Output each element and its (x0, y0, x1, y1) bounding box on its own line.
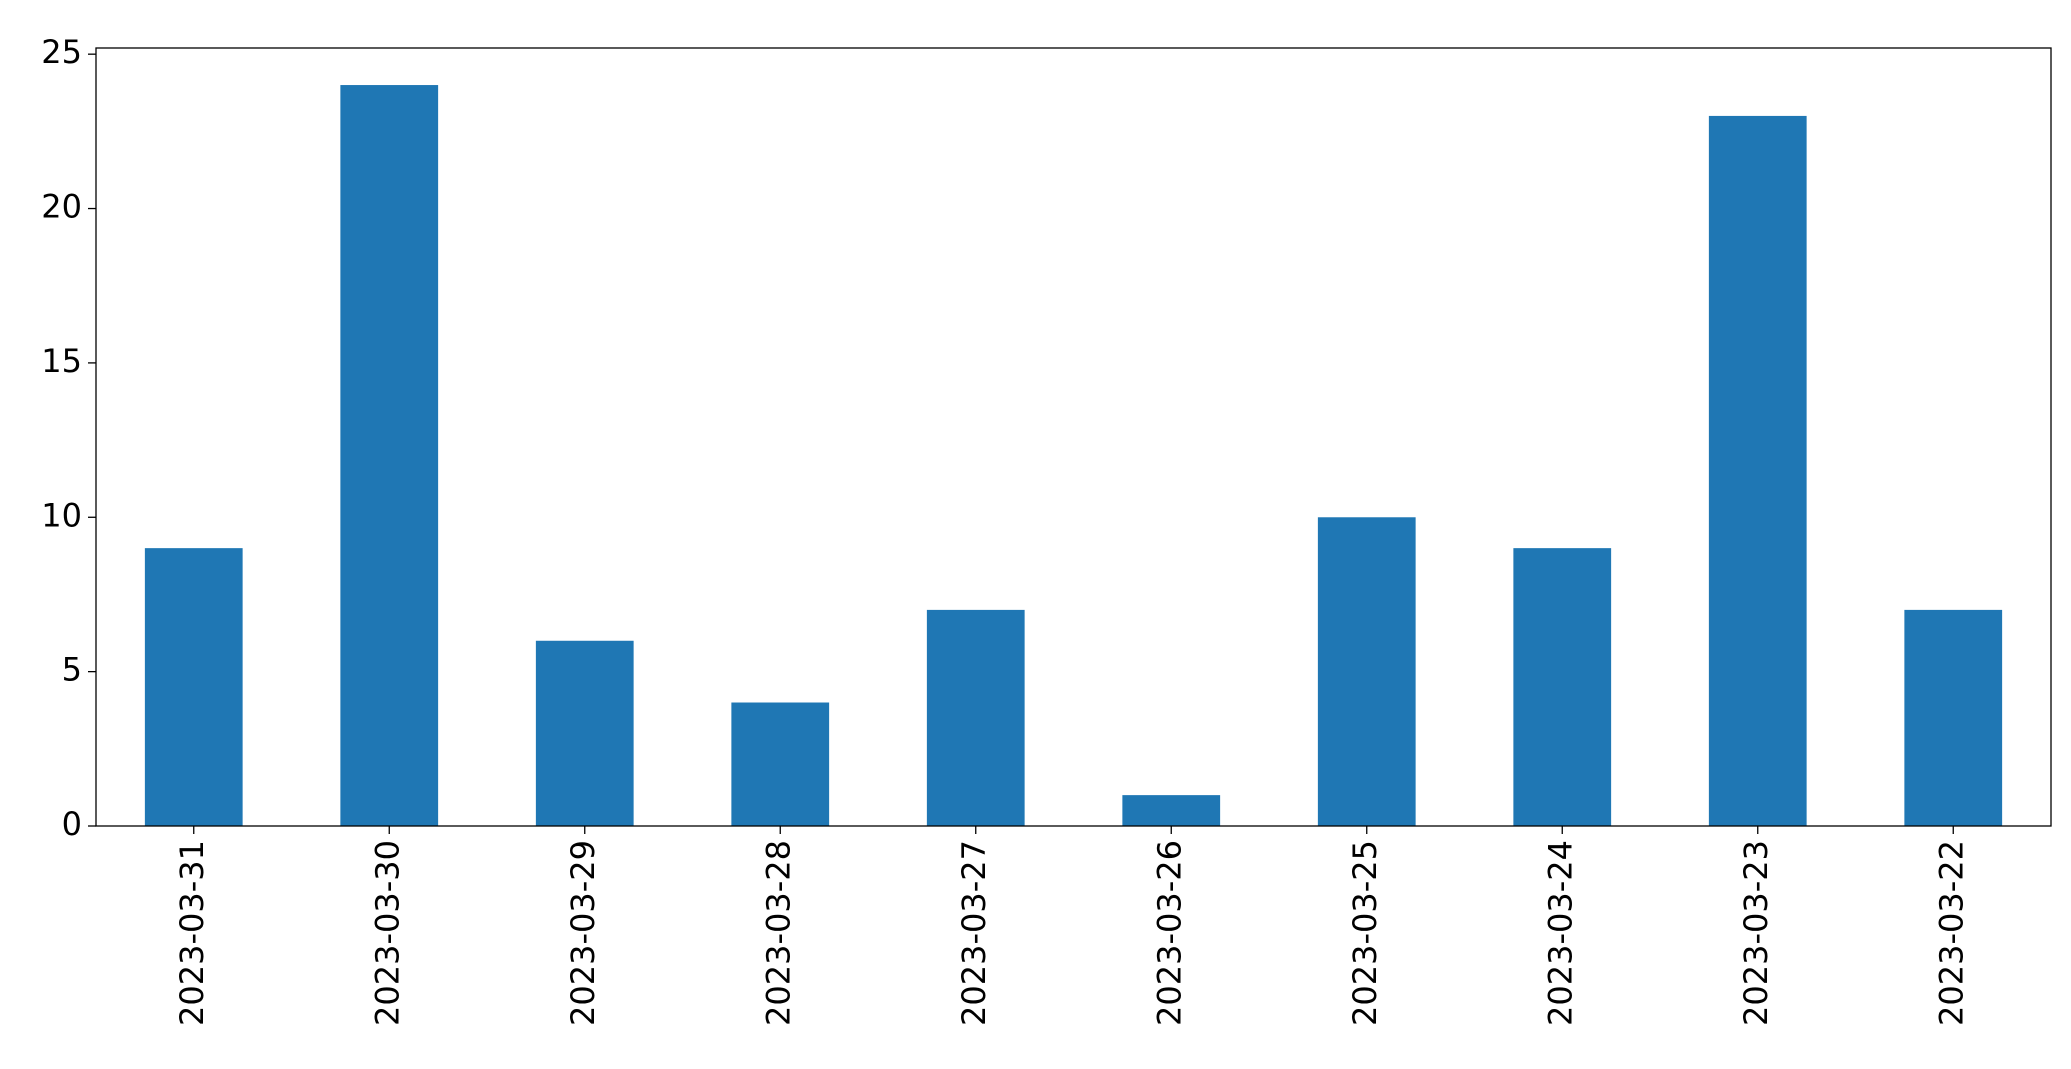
y-tick-label: 10 (41, 496, 82, 534)
bar (1122, 795, 1221, 826)
bar (1708, 115, 1807, 826)
axes-frame (95, 47, 2052, 827)
x-tick-label: 2023-03-29 (564, 840, 602, 1026)
x-tick-label: 2023-03-25 (1346, 840, 1384, 1026)
x-tick-label: 2023-03-27 (955, 840, 993, 1026)
bar (535, 640, 634, 826)
bar (1513, 548, 1612, 826)
bar (144, 548, 243, 826)
x-tick-label: 2023-03-24 (1541, 840, 1579, 1026)
x-tick-label: 2023-03-28 (759, 840, 797, 1026)
bar (1317, 517, 1416, 826)
y-tick-label: 25 (41, 33, 82, 71)
x-tick-label: 2023-03-22 (1932, 840, 1970, 1026)
x-tick-label: 2023-03-30 (368, 840, 406, 1026)
y-tick-label: 0 (62, 805, 82, 843)
x-tick-label: 2023-03-31 (173, 840, 211, 1026)
x-tick-label: 2023-03-23 (1737, 840, 1775, 1026)
bar (1904, 609, 2003, 826)
y-tick-label: 20 (41, 188, 82, 226)
bar (340, 85, 439, 827)
bar (731, 702, 830, 826)
y-tick-label: 5 (62, 651, 82, 689)
bar (926, 609, 1025, 826)
y-tick-label: 15 (41, 342, 82, 380)
x-tick-label: 2023-03-26 (1150, 840, 1188, 1026)
